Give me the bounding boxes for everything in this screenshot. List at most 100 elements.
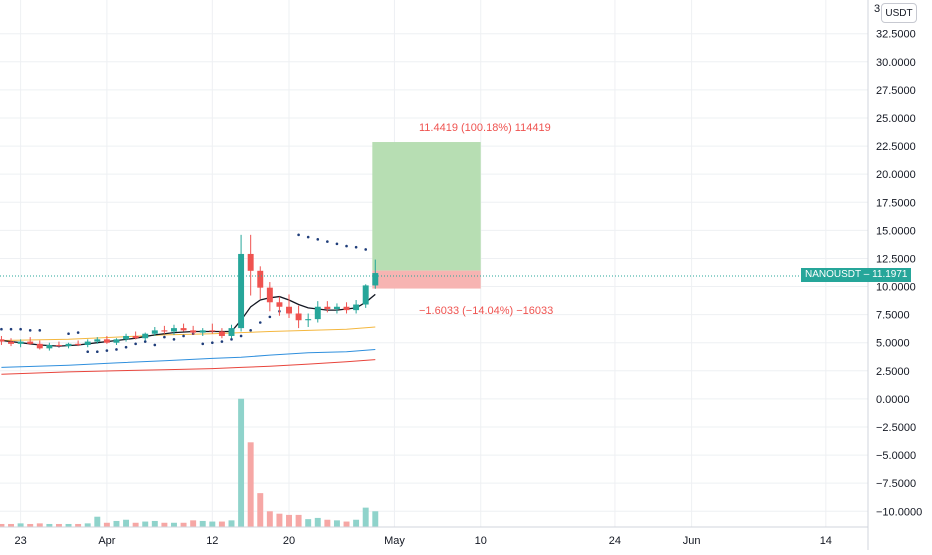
last-price-tag: NANOUSDT – 11.1971 [801,268,912,282]
volume-bar [161,522,168,527]
price-tick-label: 2.5000 [876,366,910,378]
price-tick-label: 32.5000 [876,29,916,41]
ma-slow2-line [1,359,376,375]
candle-body [123,335,130,340]
sar-dot [9,327,13,331]
candle-body [142,333,149,339]
ma-mid-line [1,326,376,341]
last-price-value: 11.1971 [872,269,908,280]
sar-dot [326,240,329,243]
time-tick-label: 14 [820,535,832,547]
long-position-tool [372,142,481,289]
price-tick-label: −2.5000 [876,422,916,434]
stop-label: −1.6033 (−14.04%) −16033 [419,305,553,317]
candle-body [75,343,82,345]
sar-dot [0,327,3,331]
candle-body [305,319,312,321]
price-tick-label: 7.5000 [876,310,910,322]
sar-dot [297,233,300,237]
sar-dot [268,315,272,319]
price-tick-label: −5.0000 [876,450,916,462]
sar-dot [182,334,185,338]
price-tick-label: −7.5000 [876,478,916,490]
volume-bar [36,523,43,527]
candle-body [324,306,331,310]
sar-dot [354,245,358,249]
candle-body [295,313,302,321]
sar-dot [153,343,157,347]
price-tick-label: 12.5000 [876,253,916,265]
candle-body [180,328,187,331]
sar-dot [220,340,224,343]
volume-bar [180,522,187,527]
loss-zone [372,270,481,289]
volume-bar [295,514,302,527]
sar-dot [124,345,128,349]
candle-body [55,344,62,347]
volume-bar [113,520,120,527]
sar-dot [19,327,22,331]
candle-body [132,335,139,339]
price-tick-label: 27.5000 [876,85,916,97]
sar-dot [258,321,262,324]
volume-bar [333,520,340,527]
candle-body [84,341,91,345]
volume-bars [0,398,379,527]
volume-bar [132,522,139,527]
target-label: 11.4419 (100.18%) 114419 [419,122,551,134]
price-tick-label: 17.5000 [876,197,916,209]
volume-bar [238,398,245,527]
sar-dot [28,329,32,332]
volume-bar [84,523,91,527]
sar-dot [95,350,99,354]
volume-bar [123,519,130,527]
candle-body [247,253,254,271]
time-tick-label: Apr [98,535,115,547]
time-tick-label: 23 [14,535,26,547]
candle-body [353,304,360,311]
candle-body [209,330,216,332]
sar-dot [306,235,310,239]
currency-button[interactable]: USDT [881,3,917,23]
sar-dot [143,340,147,343]
volume-bar [199,520,206,527]
sar-dot [86,350,90,354]
candle-body [0,339,5,342]
volume-bar [353,519,360,527]
time-tick-label: 20 [283,535,295,547]
volume-bar [75,523,82,527]
moving-averages [1,293,376,375]
candle-body [333,306,340,310]
volume-bar [266,511,273,527]
price-tick-label: 0.0000 [876,394,910,406]
sar-dot [115,348,118,351]
sar-dot [163,335,166,339]
parabolic-sar [0,233,368,354]
volume-bar [0,523,5,527]
price-separator: – [863,269,873,280]
candle-body [276,302,283,307]
symbol-label: NANOUSDT [805,269,861,280]
volume-bar [151,520,158,527]
volume-bar [286,514,292,527]
candle-body [94,339,101,342]
sar-dot [67,332,70,336]
profit-zone [372,142,481,271]
candle-body [228,328,235,336]
candle-body [113,339,120,343]
candle-body [103,339,110,343]
volume-bar [103,522,110,527]
ma-fast-line [1,293,376,347]
candle-body [266,287,273,303]
candle-body [218,331,225,336]
time-tick-label: May [384,535,405,547]
volume-bar [171,522,177,527]
price-tick-label: 25.0000 [876,113,916,125]
price-tick-label: −10.0000 [876,506,922,518]
volume-bar [27,523,34,527]
candle-body [362,285,369,305]
volume-bar [46,523,53,527]
volume-bar [209,521,216,527]
